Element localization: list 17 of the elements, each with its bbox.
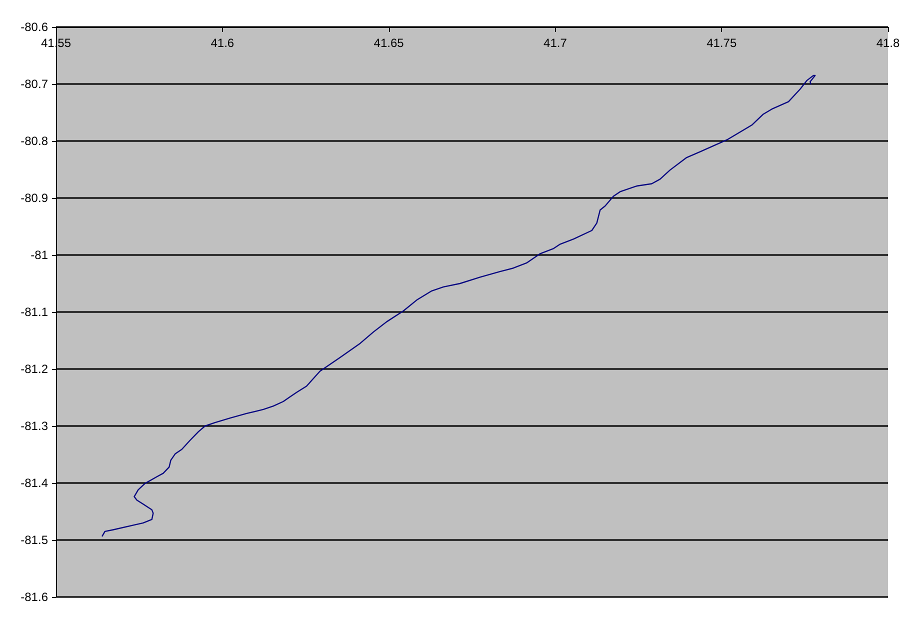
y-tick-label: -80.8 [20, 134, 48, 148]
y-tick-label: -81.6 [20, 590, 48, 604]
y-tick-label: -81.3 [20, 419, 48, 433]
x-tick-label: 41.6 [210, 36, 234, 50]
x-tick-label: 41.65 [374, 36, 404, 50]
x-tick-label: 41.7 [544, 36, 568, 50]
y-tick-label: -81.2 [20, 362, 48, 376]
y-tick-label: -80.7 [20, 77, 48, 91]
y-tick-label: -81.5 [20, 533, 48, 547]
y-tick-label: -81.4 [20, 476, 48, 490]
y-tick-label: -81.1 [20, 305, 48, 319]
y-tick-label: -80.9 [20, 191, 48, 205]
line-series [102, 74, 816, 537]
x-tick-label: 41.75 [706, 36, 737, 50]
x-tick-label: 41.8 [876, 36, 900, 50]
y-tick-label: -80.6 [20, 20, 48, 34]
y-tick-label: -81 [30, 248, 48, 262]
